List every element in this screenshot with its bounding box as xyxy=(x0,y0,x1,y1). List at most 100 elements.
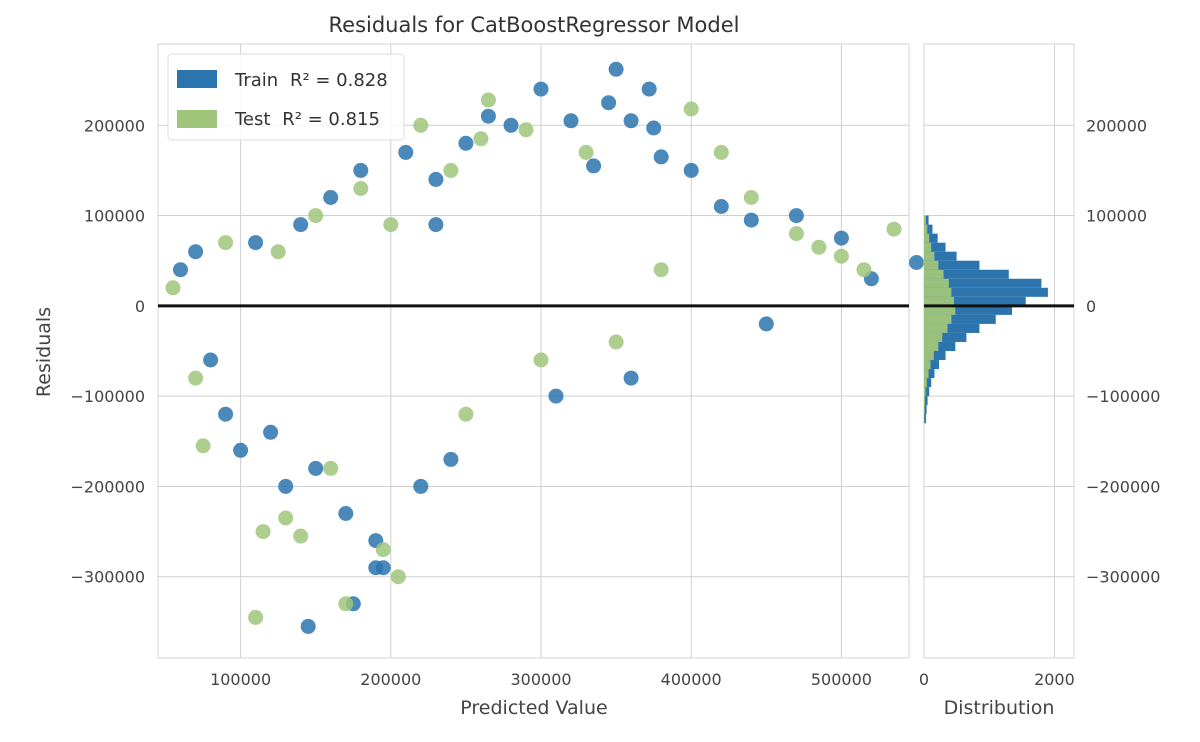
test-point xyxy=(255,524,271,540)
train-distribution-bar xyxy=(924,405,927,415)
scatter-points xyxy=(165,61,924,634)
train-point xyxy=(248,235,264,251)
test-point xyxy=(608,334,624,350)
distribution-x-tick-label: 0 xyxy=(919,670,929,689)
distribution-y-tick-label: 200000 xyxy=(1086,116,1147,135)
distribution-bars xyxy=(924,215,1048,424)
test-point xyxy=(683,101,699,117)
train-point xyxy=(608,61,624,77)
legend-test-r2: R² = 0.815 xyxy=(282,109,380,130)
y-axis-label: Residuals xyxy=(33,307,55,397)
distribution-y-tick-label: 0 xyxy=(1086,297,1096,316)
test-point xyxy=(308,208,324,224)
y-tick-label: 100000 xyxy=(84,207,145,226)
distribution-x-tick-label: 2000 xyxy=(1034,670,1075,689)
legend: Train R² = 0.828 Test R² = 0.815 xyxy=(167,53,405,141)
train-distribution-bar xyxy=(924,351,946,361)
train-point xyxy=(233,442,249,458)
distribution-y-tick-label: −300000 xyxy=(1086,568,1160,587)
test-point xyxy=(323,460,339,476)
train-distribution-bar xyxy=(924,278,1042,288)
legend-test-label: Test R² = 0.815 xyxy=(234,109,380,130)
distribution-y-tick-label: −200000 xyxy=(1086,477,1160,496)
test-point xyxy=(390,569,406,585)
train-point xyxy=(601,95,617,111)
test-distribution-bar xyxy=(924,332,943,342)
legend-box xyxy=(167,53,405,141)
legend-test-name: Test xyxy=(234,109,270,130)
train-distribution-bar xyxy=(924,215,929,225)
train-distribution-bar xyxy=(924,224,933,234)
x-tick-label: 300000 xyxy=(510,670,571,689)
train-point xyxy=(353,162,369,178)
train-distribution-bar xyxy=(924,269,1009,279)
train-point xyxy=(293,217,309,233)
train-distribution-bar xyxy=(924,296,1026,306)
test-distribution-bar xyxy=(924,396,925,406)
test-point xyxy=(188,370,204,386)
test-point xyxy=(533,352,549,368)
test-point xyxy=(383,217,399,233)
train-distribution-bar xyxy=(924,360,939,370)
y-tick-label: −300000 xyxy=(71,568,145,587)
test-point xyxy=(218,235,234,251)
train-point xyxy=(443,451,459,467)
train-distribution-bar xyxy=(924,387,930,397)
test-point xyxy=(578,144,594,160)
train-distribution-bar xyxy=(924,242,946,252)
train-point xyxy=(653,149,669,165)
train-distribution-bar xyxy=(924,369,935,379)
test-point xyxy=(270,244,286,260)
train-point xyxy=(713,199,729,214)
test-point xyxy=(473,131,489,147)
train-point xyxy=(173,262,188,278)
test-point xyxy=(458,406,474,422)
test-distribution-bar xyxy=(924,314,952,324)
legend-train-r2: R² = 0.828 xyxy=(290,70,388,91)
test-point xyxy=(518,122,534,138)
train-point xyxy=(263,424,279,440)
train-point xyxy=(338,506,354,521)
x-axis-label: Predicted Value xyxy=(460,697,607,719)
train-point xyxy=(586,158,602,174)
train-distribution-bar xyxy=(924,251,957,261)
legend-train-swatch xyxy=(177,70,217,88)
train-distribution-bar xyxy=(924,314,996,324)
main-plot-area xyxy=(157,43,910,659)
train-point xyxy=(646,120,662,136)
test-distribution-bar xyxy=(924,369,929,379)
train-distribution-bar xyxy=(924,233,938,243)
train-point xyxy=(398,144,414,160)
legend-train-name: Train xyxy=(234,70,278,91)
train-point xyxy=(428,217,444,233)
distribution-axis-label: Distribution xyxy=(944,697,1055,719)
train-point xyxy=(623,370,639,386)
train-distribution-bar xyxy=(924,260,980,270)
test-point xyxy=(413,117,429,133)
test-point xyxy=(886,221,902,237)
chart-title: Residuals for CatBoostRegressor Model xyxy=(329,13,740,37)
test-distribution-bar xyxy=(924,387,926,397)
test-point xyxy=(811,239,827,255)
test-point xyxy=(480,92,496,108)
test-point xyxy=(788,226,804,242)
train-distribution-bar xyxy=(924,323,980,333)
train-point xyxy=(428,171,444,187)
test-point xyxy=(443,162,459,178)
train-point xyxy=(188,244,204,260)
y-tick-label: −200000 xyxy=(71,477,145,496)
test-distribution-bar xyxy=(924,242,932,252)
train-distribution-bar xyxy=(924,332,967,342)
y-tick-label: −100000 xyxy=(71,387,145,406)
test-point xyxy=(743,190,759,205)
distribution-y-tick-label: −100000 xyxy=(1086,387,1160,406)
test-point xyxy=(195,438,211,454)
test-distribution-bar xyxy=(924,351,934,361)
test-point xyxy=(338,596,354,612)
train-point xyxy=(458,135,474,151)
train-point xyxy=(563,113,579,129)
train-point xyxy=(909,255,924,270)
x-tick-label: 400000 xyxy=(661,670,722,689)
test-point xyxy=(856,262,872,278)
legend-test-swatch xyxy=(177,110,217,128)
